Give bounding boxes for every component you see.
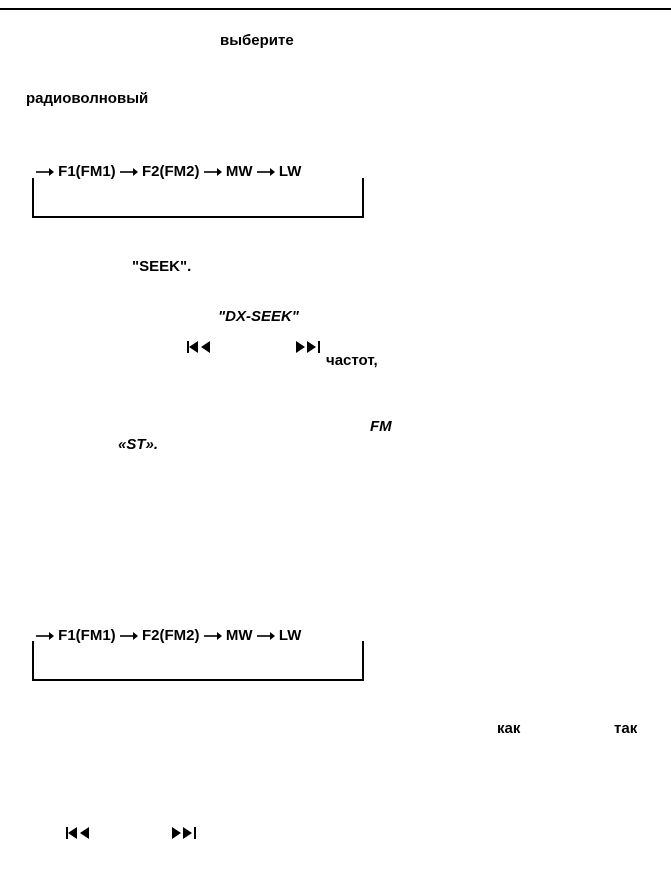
skip-next-icon <box>172 826 198 845</box>
arrow-right-icon <box>36 630 54 642</box>
band-mw: MW <box>226 163 253 180</box>
band-f2: F2(FM2) <box>142 163 200 180</box>
top-rule <box>0 8 671 10</box>
page: выберите радиоволновый F1(FM1) F2(FM2) M… <box>0 0 671 871</box>
arrow-right-icon <box>120 630 138 642</box>
word-chastot: частот, <box>326 352 378 369</box>
band-f2-2: F2(FM2) <box>142 627 200 644</box>
band-lw: LW <box>279 163 302 180</box>
arrow-right-icon <box>257 630 275 642</box>
band-flow-box-2 <box>32 641 364 681</box>
skip-prev-icon <box>66 826 92 845</box>
word-radiovolnovyy: радиоволновый <box>26 90 148 107</box>
arrow-right-icon <box>120 166 138 178</box>
arrow-right-icon <box>257 166 275 178</box>
word-dxseek: "DX-SEEK" <box>218 308 299 325</box>
word-tak: так <box>614 720 637 737</box>
word-seek: "SEEK". <box>132 258 191 275</box>
word-fm: FM <box>370 418 392 435</box>
arrow-right-icon <box>36 166 54 178</box>
word-kak: как <box>497 720 520 737</box>
word-st: «ST». <box>118 436 158 453</box>
band-f1-2: F1(FM1) <box>58 627 116 644</box>
band-f1: F1(FM1) <box>58 163 116 180</box>
band-flow-text-1: F1(FM1) F2(FM2) MW LW <box>36 163 301 180</box>
band-flow-text-2: F1(FM1) F2(FM2) MW LW <box>36 627 301 644</box>
band-flow-box-1 <box>32 178 364 218</box>
arrow-right-icon <box>204 630 222 642</box>
skip-next-icon <box>296 340 322 359</box>
skip-prev-icon <box>187 340 213 359</box>
band-mw-2: MW <box>226 627 253 644</box>
band-lw-2: LW <box>279 627 302 644</box>
arrow-right-icon <box>204 166 222 178</box>
word-vyberite: выберите <box>220 32 294 49</box>
